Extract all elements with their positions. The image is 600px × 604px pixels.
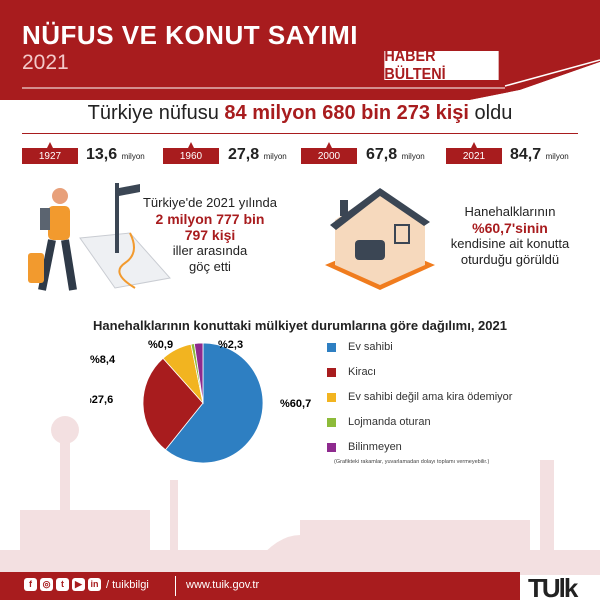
pie-slice	[142, 357, 204, 451]
youtube-icon[interactable]: ▶	[72, 578, 85, 591]
legend-swatch	[327, 442, 336, 452]
pie-slice	[193, 342, 204, 404]
legend-swatch	[327, 342, 336, 352]
instagram-icon[interactable]: ◎	[40, 578, 53, 591]
facebook-icon[interactable]: f	[24, 578, 37, 591]
linkedin-icon[interactable]: in	[88, 578, 101, 591]
social-handle[interactable]: / tuikbilgi	[106, 579, 149, 591]
legend-item: Kiracı	[327, 366, 376, 378]
slice-label: %0,9	[148, 339, 173, 351]
slice-label: %2,3	[218, 339, 243, 351]
population-value: 13,6 milyon	[86, 146, 145, 163]
footer-band	[0, 572, 520, 600]
twitter-icon[interactable]: t	[56, 578, 69, 591]
footer-divider	[175, 576, 176, 596]
tuik-logo: TUlk	[528, 573, 578, 603]
year-box: 2000	[301, 142, 357, 164]
year-box: 1927	[22, 142, 78, 164]
slice-label: %60,7	[280, 398, 311, 410]
ownership-text: Hanehalklarının %60,7'sinin kendisine ai…	[450, 204, 570, 267]
headline: Türkiye nüfusu 84 milyon 680 bin 273 kiş…	[87, 102, 513, 124]
divider	[22, 133, 578, 134]
legend-swatch	[327, 417, 336, 427]
population-value: 27,8 milyon	[228, 146, 287, 163]
year-box: 2021	[446, 142, 502, 164]
skyline-watermark	[0, 416, 600, 575]
legend-swatch	[327, 367, 336, 377]
slice-label: %8,4	[90, 354, 116, 366]
population-value: 67,8 milyon	[366, 146, 425, 163]
year-box: 1960	[163, 142, 219, 164]
chart-note: (Grafikteki rakamlar, yuvarlamadan dolay…	[334, 459, 490, 465]
legend-swatch	[327, 392, 336, 402]
chart-title: Hanehalklarının konuttaki mülkiyet durum…	[93, 318, 507, 333]
legend-item: Ev sahibi değil ama kira ödemiyor	[327, 391, 512, 403]
news-bulletin-badge: HABER BÜLTENİ	[384, 48, 499, 83]
pie-slice	[164, 342, 264, 464]
migration-text: Türkiye'de 2021 yılında 2 milyon 777 bin…	[142, 195, 277, 274]
page-title: NÜFUS VE KONUT SAYIMI	[22, 20, 359, 50]
legend-item: Lojmanda oturan	[327, 416, 431, 428]
legend-item: Ev sahibi	[327, 341, 393, 353]
house-illustration	[325, 188, 435, 290]
slice-label: %27,6	[90, 394, 113, 406]
population-value: 84,7 milyon	[510, 146, 569, 163]
legend-item: Bilinmeyen	[327, 441, 402, 453]
page-year: 2021	[22, 51, 69, 74]
pie-chart: %60,7 %27,6 %8,4 %0,9 %2,3	[90, 339, 311, 464]
website-link[interactable]: www.tuik.gov.tr	[186, 579, 260, 591]
traveler-illustration	[28, 183, 171, 291]
